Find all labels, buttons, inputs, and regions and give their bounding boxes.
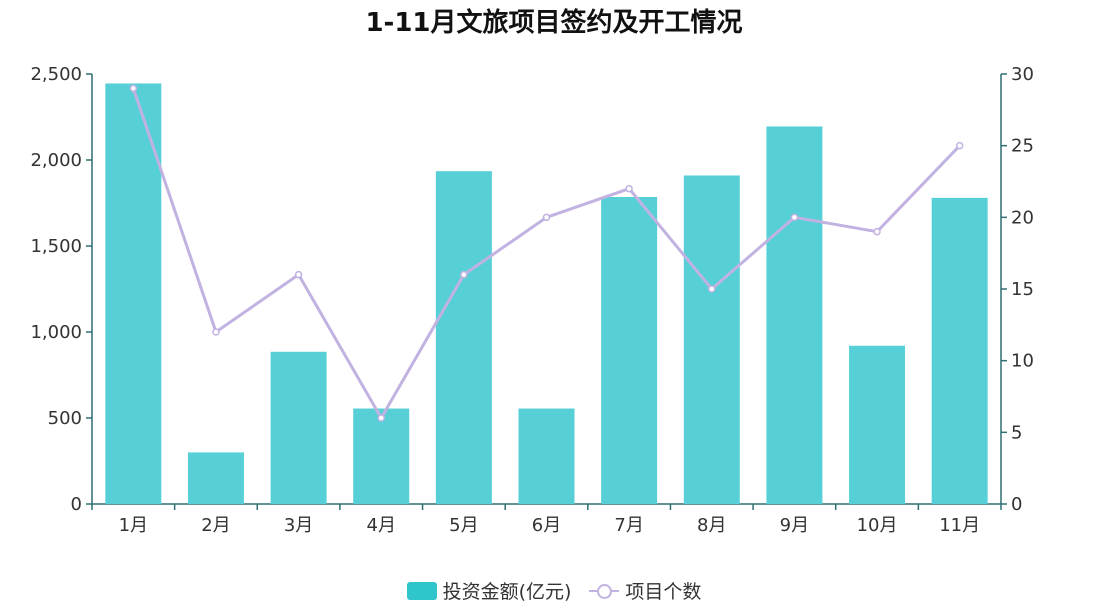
- line-point: [460, 270, 468, 279]
- y-right-tick-label: 30: [1011, 64, 1034, 85]
- legend-label-project-count: 项目个数: [625, 581, 702, 603]
- x-tick-label: 4月: [367, 515, 396, 536]
- y-left-tick-label: 0: [71, 494, 82, 515]
- bar: [683, 175, 740, 505]
- bar: [435, 171, 492, 504]
- legend-item-investment[interactable]: 投资金额(亿元): [406, 577, 572, 604]
- x-tick-label: 8月: [697, 515, 726, 536]
- line-point: [129, 84, 138, 93]
- y-left-tick-label: 2,000: [30, 150, 82, 171]
- y-right-tick-label: 25: [1011, 136, 1034, 157]
- bar: [105, 83, 162, 505]
- line-point: [294, 270, 303, 279]
- line-point: [955, 141, 964, 150]
- bar: [270, 351, 327, 504]
- legend-item-project-count[interactable]: 项目个数: [589, 577, 701, 604]
- legend-line-swatch: [589, 582, 620, 600]
- line-point: [377, 414, 385, 422]
- line-point: [212, 328, 220, 336]
- y-left-tick-label: 500: [48, 408, 82, 429]
- y-right-tick-label: 5: [1011, 422, 1022, 443]
- bar: [766, 126, 823, 505]
- x-tick-label: 11月: [939, 515, 980, 536]
- x-tick-label: 5月: [449, 515, 478, 536]
- line-point: [542, 213, 551, 222]
- legend-bar-swatch: [406, 581, 437, 600]
- line-point: [790, 213, 799, 222]
- x-tick-label: 1月: [119, 515, 148, 536]
- y-right-tick-label: 20: [1011, 207, 1034, 228]
- bar: [353, 408, 410, 504]
- y-left-tick-label: 1,500: [30, 236, 82, 257]
- bar: [518, 408, 575, 504]
- x-tick-label: 9月: [780, 515, 809, 536]
- bar: [931, 197, 988, 504]
- legend: 投资金额(亿元) 项目个数: [0, 577, 1108, 604]
- chart-title: 1-11月文旅项目签约及开工情况: [365, 8, 743, 38]
- y-left-tick-label: 1,000: [30, 322, 82, 343]
- line-point: [873, 227, 881, 236]
- bar: [601, 196, 658, 505]
- y-right-tick-label: 0: [1011, 494, 1022, 515]
- y-left-tick-label: 2,500: [30, 64, 82, 85]
- legend-label-investment: 投资金额(亿元): [442, 581, 572, 603]
- y-right-tick-label: 15: [1011, 279, 1034, 300]
- line-point: [625, 184, 633, 193]
- bar: [849, 345, 906, 504]
- x-tick-label: 3月: [284, 515, 313, 536]
- x-tick-label: 2月: [201, 515, 230, 536]
- series-line-project-count: [131, 87, 961, 422]
- y-right-tick-label: 10: [1011, 351, 1034, 372]
- x-tick-label: 10月: [857, 515, 898, 536]
- x-tick-label: 6月: [532, 515, 561, 536]
- line-point: [708, 285, 716, 293]
- x-tick-label: 7月: [614, 515, 643, 536]
- bar: [187, 452, 244, 504]
